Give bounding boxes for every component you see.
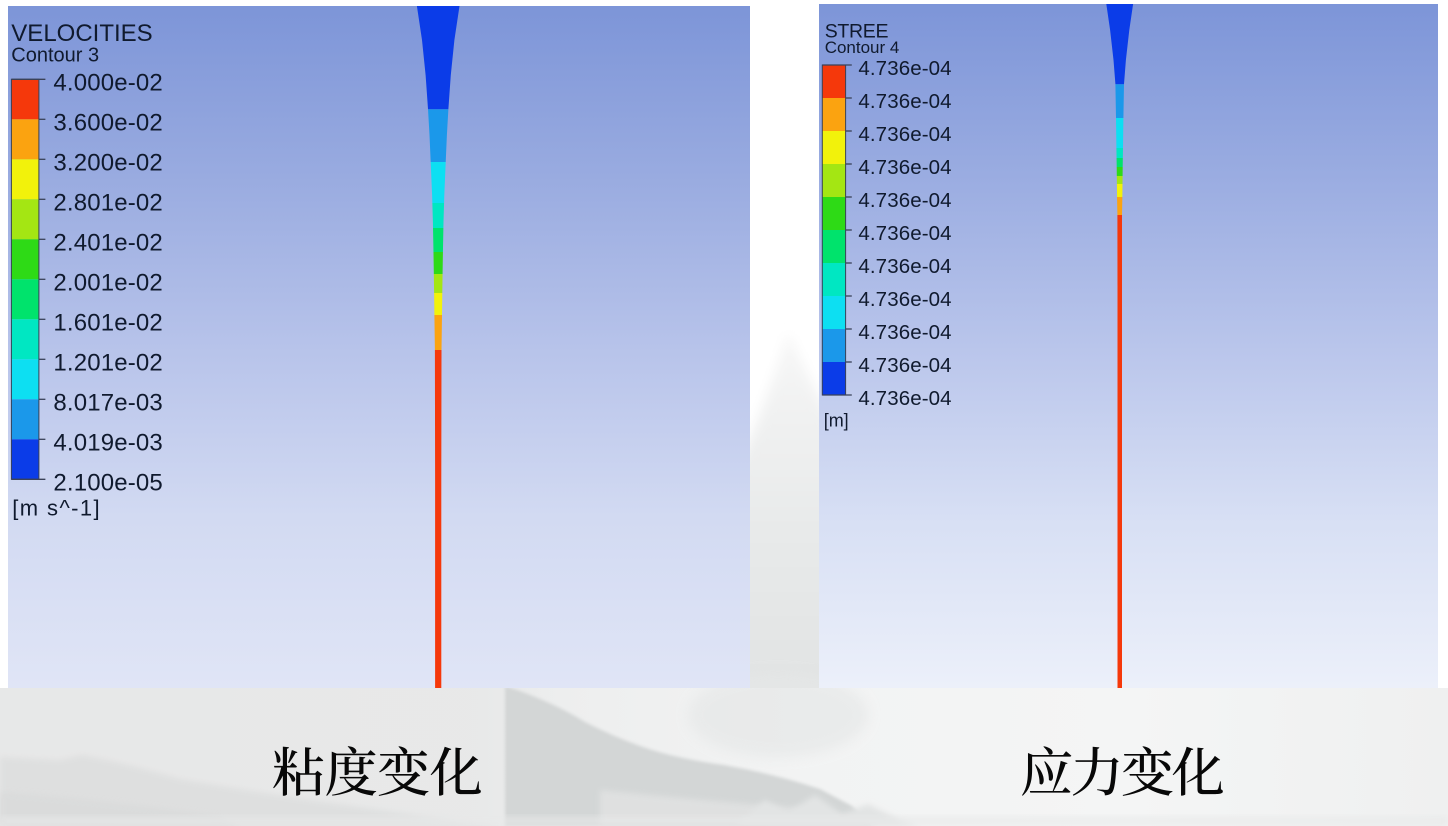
svg-text:[m]: [m]	[824, 411, 849, 431]
svg-text:4.736e-04: 4.736e-04	[858, 57, 951, 80]
svg-text:4.736e-04: 4.736e-04	[858, 189, 951, 212]
svg-text:2.401e-02: 2.401e-02	[53, 229, 162, 256]
svg-text:4.736e-04: 4.736e-04	[858, 387, 951, 410]
svg-text:2.801e-02: 2.801e-02	[53, 189, 162, 216]
svg-text:STREE: STREE	[825, 21, 889, 43]
svg-text:4.000e-02: 4.000e-02	[53, 69, 162, 96]
svg-text:Contour 4: Contour 4	[825, 38, 900, 57]
svg-text:4.736e-04: 4.736e-04	[858, 90, 951, 113]
svg-text:3.600e-02: 3.600e-02	[53, 109, 162, 136]
svg-text:3.200e-02: 3.200e-02	[53, 149, 162, 176]
svg-text:4.736e-04: 4.736e-04	[858, 222, 951, 245]
svg-text:4.736e-04: 4.736e-04	[858, 255, 951, 278]
svg-text:4.736e-04: 4.736e-04	[858, 321, 951, 344]
svg-text:[m s^-1]: [m s^-1]	[12, 496, 101, 521]
svg-text:4.736e-04: 4.736e-04	[858, 354, 951, 377]
svg-text:Contour 3: Contour 3	[11, 44, 99, 66]
svg-text:1.201e-02: 1.201e-02	[53, 349, 162, 376]
svg-text:4.019e-03: 4.019e-03	[53, 429, 162, 456]
svg-text:4.736e-04: 4.736e-04	[858, 288, 951, 311]
svg-text:4.736e-04: 4.736e-04	[858, 156, 951, 179]
svg-text:2.100e-05: 2.100e-05	[53, 469, 162, 496]
svg-text:4.736e-04: 4.736e-04	[858, 123, 951, 146]
svg-text:1.601e-02: 1.601e-02	[53, 309, 162, 336]
svg-text:VELOCITIES: VELOCITIES	[11, 20, 152, 47]
svg-text:2.001e-02: 2.001e-02	[53, 269, 162, 296]
svg-text:8.017e-03: 8.017e-03	[53, 389, 162, 416]
